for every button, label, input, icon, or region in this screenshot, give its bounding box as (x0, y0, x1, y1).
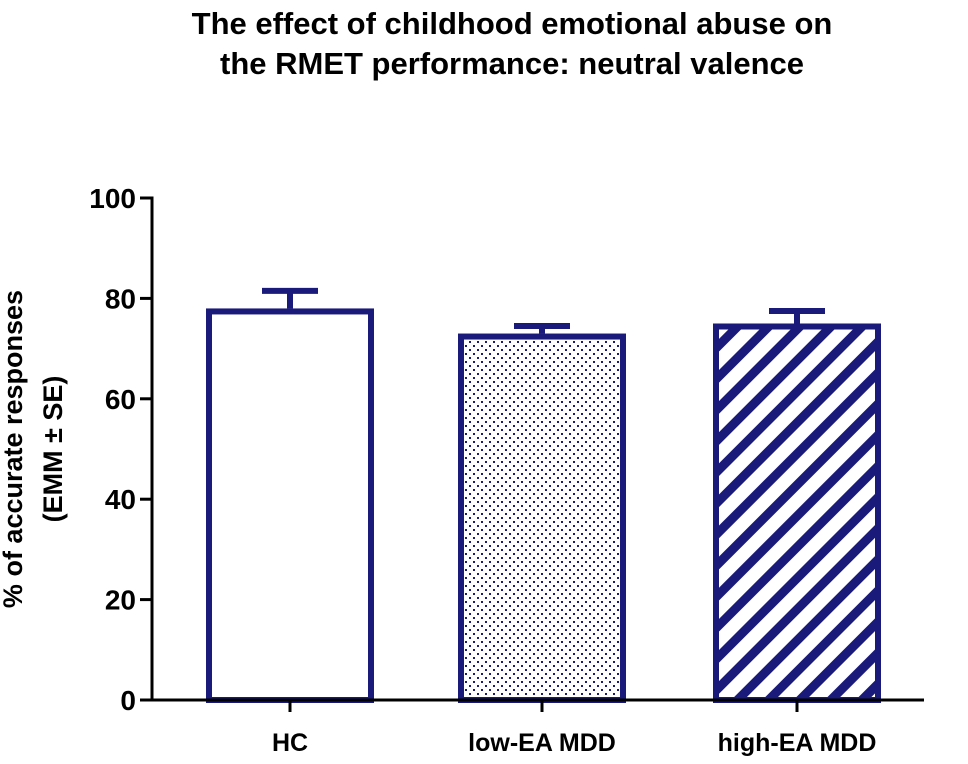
chart-title-line-1: The effect of childhood emotional abuse … (191, 6, 833, 41)
y-axis-label: % of accurate responses (EMM ± SE) (0, 290, 68, 608)
y-tick-label-5: 100 (89, 183, 136, 214)
bar-2 (713, 323, 881, 703)
y-tick-label-4: 80 (105, 283, 136, 314)
y-tick-label-3: 60 (105, 384, 136, 415)
x-tick-label-0: HC (272, 729, 308, 757)
chart-title-line-2: the RMET performance: neutral valence (220, 46, 804, 81)
y-tick-label-0: 0 (120, 685, 136, 716)
bar-1 (458, 333, 626, 703)
x-tick-label-2: high-EA MDD (718, 729, 877, 757)
y-tick-label-1: 20 (105, 585, 136, 616)
x-tick-label-1: low-EA MDD (468, 729, 616, 757)
y-tick-label-2: 40 (105, 484, 136, 515)
y-axis-label-line-2: (EMM ± SE) (38, 376, 68, 523)
y-axis-label-line-1: % of accurate responses (0, 290, 28, 608)
chart-title: The effect of childhood emotional abuse … (60, 4, 964, 84)
bar-0 (206, 308, 374, 703)
